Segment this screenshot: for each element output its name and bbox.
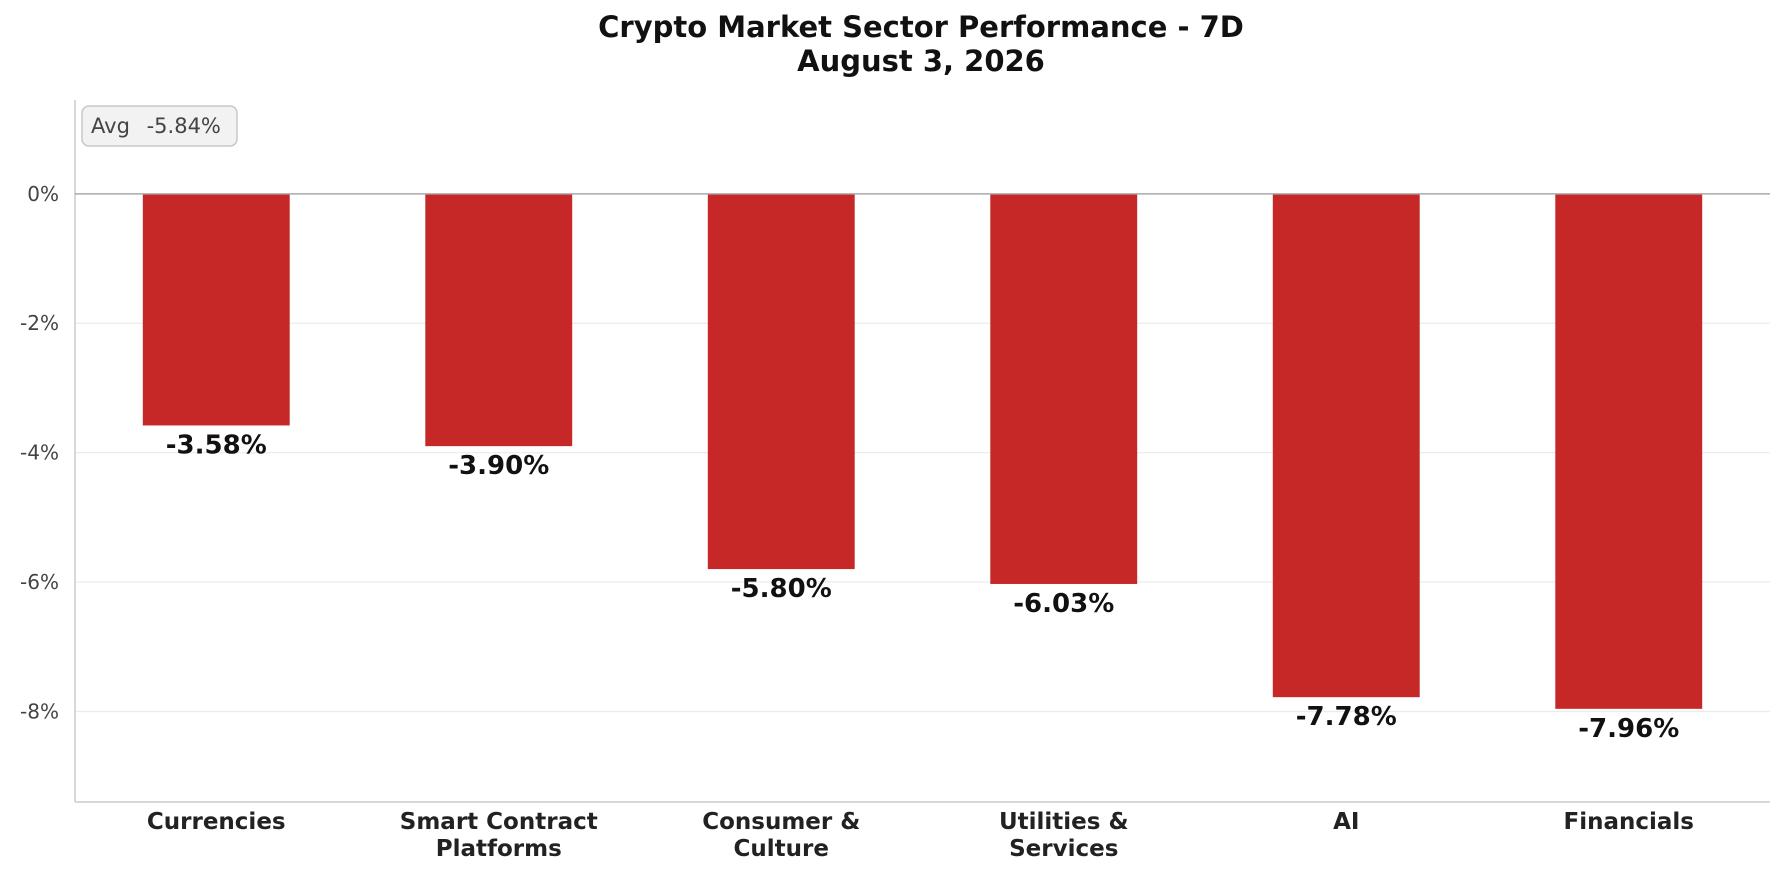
avg-label: Avg [91, 114, 130, 138]
bar [990, 193, 1138, 584]
x-tick-label: Consumer & Culture [702, 809, 860, 862]
y-tick-label: -6% [20, 570, 59, 594]
x-tick-label: AI [1333, 809, 1359, 835]
y-tick-labels: 0% -2% -4% -6% -8% [20, 182, 59, 724]
data-label: -7.96% [1578, 714, 1679, 744]
avg-box: Avg -5.84% [81, 105, 238, 147]
avg-value: -5.84% [147, 114, 221, 138]
bar [425, 193, 573, 447]
data-label: -3.58% [166, 430, 267, 460]
x-tick-label: Smart Contract Platforms [400, 809, 598, 862]
data-label: -7.78% [1296, 702, 1397, 732]
x-tick-label: Financials [1564, 809, 1694, 835]
data-labels: -3.58% -3.90% -5.80% -6.03% -7.78% -7.96% [166, 430, 1680, 743]
chart-subtitle: August 3, 2026 [797, 44, 1045, 78]
y-tick-label: -2% [20, 311, 59, 335]
bar [707, 193, 855, 570]
x-tick-label: Currencies [147, 809, 286, 835]
bars [142, 193, 1703, 709]
axes [74, 100, 1770, 803]
x-tick-labels: Currencies Smart Contract Platforms Consume… [147, 809, 1694, 862]
data-label: -5.80% [731, 574, 832, 604]
bar [1272, 193, 1420, 698]
y-tick-label: 0% [27, 182, 59, 206]
bar [142, 193, 290, 426]
data-label: -3.90% [448, 451, 549, 481]
x-tick-label: Utilities & Services [999, 809, 1129, 862]
y-tick-label: -4% [20, 441, 59, 465]
grid-lines [75, 322, 1770, 713]
data-label: -6.03% [1013, 589, 1114, 619]
chart-title: Crypto Market Sector Performance - 7D [598, 10, 1244, 44]
y-tick-label: -8% [20, 699, 59, 723]
bar [1555, 193, 1703, 709]
svg-text:Avg -5.84%: Avg -5.84% [91, 114, 221, 138]
